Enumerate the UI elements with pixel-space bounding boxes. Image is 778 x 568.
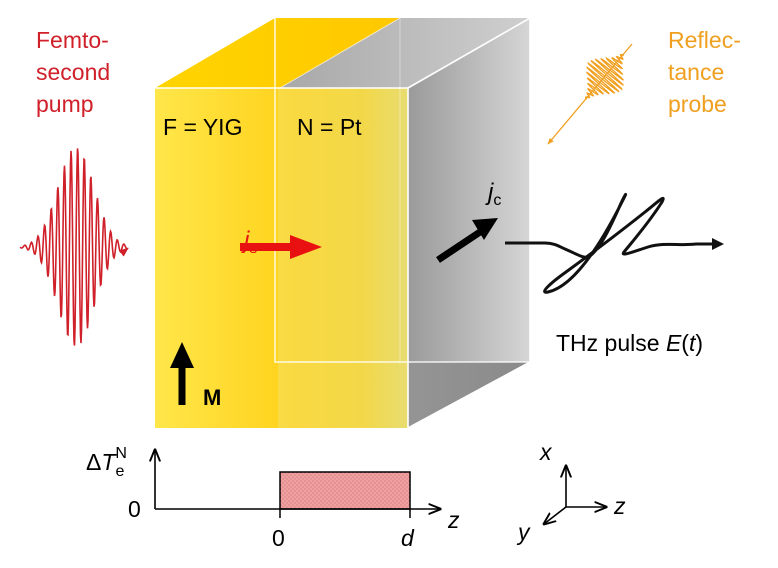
jc-symbol: j — [485, 179, 494, 206]
magnetization-arrow: M — [170, 342, 221, 410]
thz-label-paren-close: ) — [695, 330, 703, 356]
hot-region-fill — [279, 471, 411, 510]
block-top-yig — [155, 18, 400, 88]
probe-label: Reflec- tance probe — [668, 27, 747, 117]
axis-x-label: x — [539, 439, 553, 465]
plot-y-label-delta: Δ — [86, 449, 101, 475]
jc-arrow-head — [472, 218, 498, 240]
plot-x-axis-label: z — [447, 507, 460, 533]
jc-subscript: c — [493, 192, 501, 209]
charge-current: jc — [436, 179, 501, 263]
js-arrow-head — [290, 235, 322, 259]
plot-y-label-symbol: T — [101, 449, 117, 475]
thz-pulse-waveform — [505, 193, 715, 294]
block-top-metal — [280, 18, 530, 88]
pump-pulse-waveform — [19, 148, 129, 346]
magnetization-label: M — [203, 385, 221, 410]
pump-label: Femto- second pump — [36, 27, 117, 117]
block-top-edge — [407, 17, 531, 89]
plot-y-label-sup: N — [115, 445, 127, 462]
axis-y-arrow — [544, 506, 567, 524]
layer-n-label: N = Pt — [297, 114, 362, 140]
js-symbol: j — [241, 227, 250, 254]
layer-interface-line — [279, 17, 401, 89]
block-bottom-edge — [407, 361, 531, 429]
thz-pulse: THz pulse E(t) — [505, 193, 724, 356]
svg-text:jc: jc — [485, 179, 501, 209]
axis-z-label: z — [613, 493, 626, 519]
layer-f-label: F = YIG — [163, 114, 242, 140]
spin-current: js — [240, 227, 322, 259]
plot-y-label: ΔTeN — [86, 445, 127, 480]
plot-x-tick-0: 0 — [272, 525, 285, 551]
plot-y-tick-0: 0 — [128, 496, 141, 522]
coordinate-axes: x z y — [516, 439, 626, 545]
sample-block — [155, 17, 531, 429]
plot-x-tick-d: d — [401, 525, 415, 551]
axis-y-label: y — [516, 519, 531, 545]
plot-y-label-sub: e — [115, 463, 124, 480]
thz-label-var: t — [689, 330, 697, 356]
jc-arrow-shaft — [436, 229, 482, 263]
svg-text:THz pulse E(t): THz pulse E(t) — [556, 330, 703, 356]
thz-label-text: THz pulse — [556, 330, 666, 356]
thz-label-paren-open: ( — [681, 330, 689, 356]
temperature-profile-plot: ΔTeN 0 0 d z — [86, 445, 460, 551]
block-right-face — [408, 18, 530, 428]
probe-pulse — [547, 43, 633, 145]
block-front-face — [155, 88, 408, 428]
metal-layer-overlay — [278, 88, 408, 428]
probe-pulse-waveform — [584, 53, 624, 100]
block-hidden-edges — [274, 18, 530, 363]
thz-label-func: E — [666, 330, 682, 356]
